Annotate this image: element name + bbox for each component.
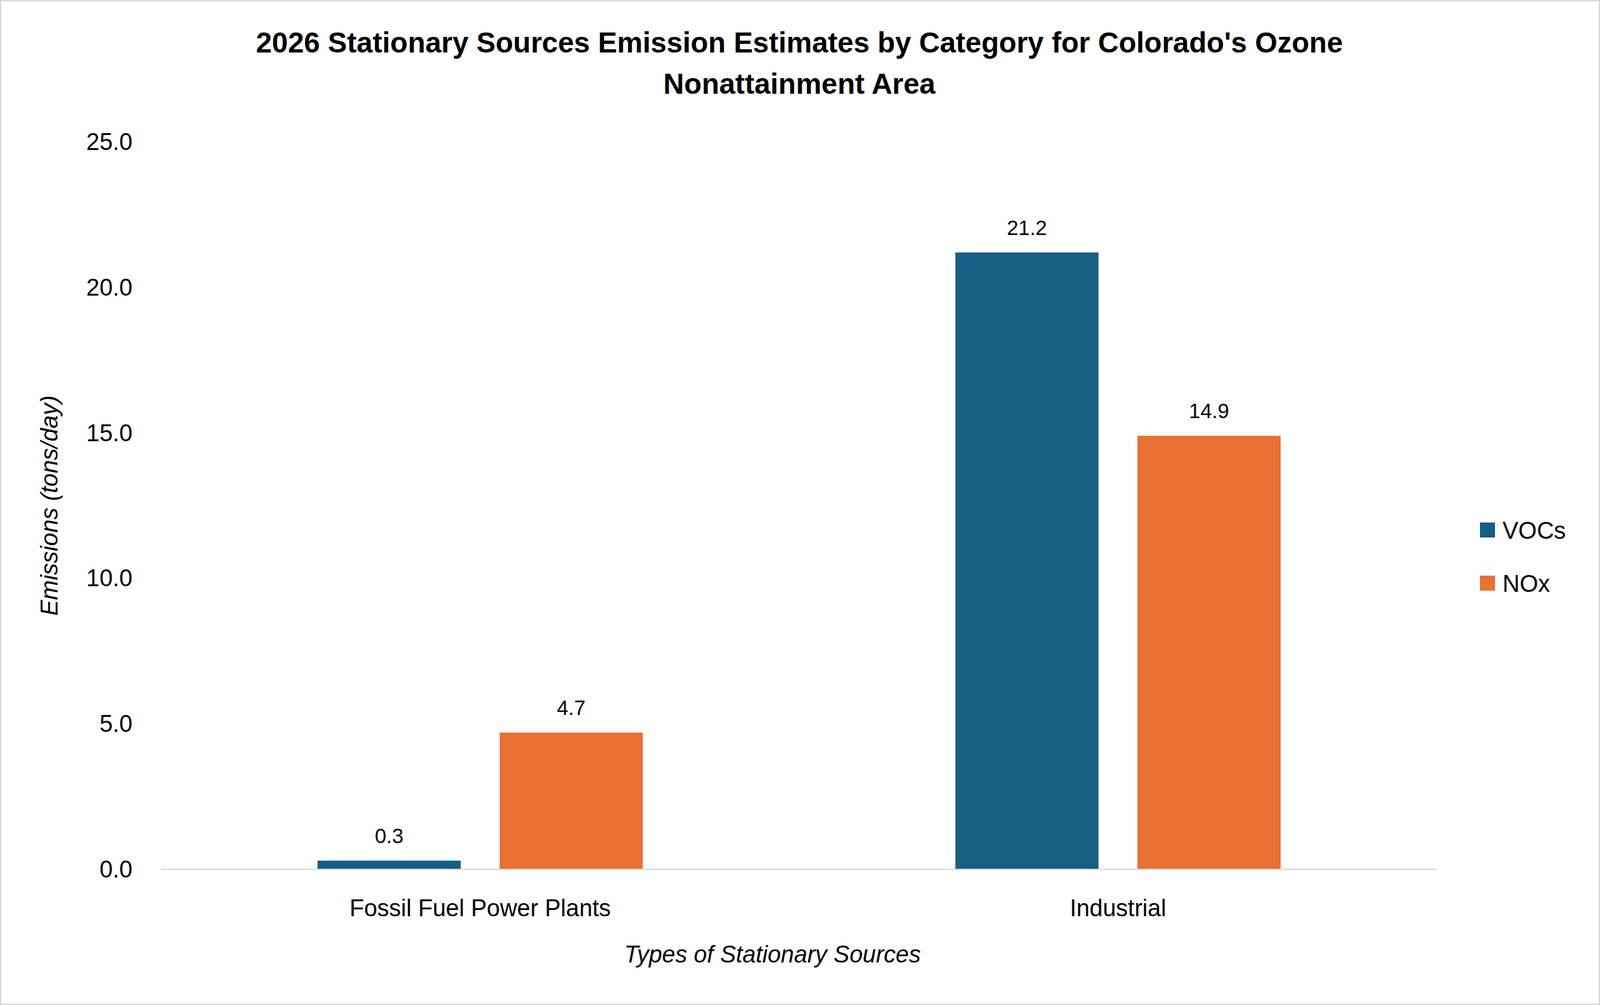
- title-line: 2026 Stationary Sources Emission Estimat…: [255, 26, 1343, 59]
- y-axis-title: Emissions (tons/day): [36, 395, 63, 617]
- title: 2026 Stationary Sources Emission Estimat…: [255, 26, 1343, 100]
- x-axis-title: Types of Stationary Sources: [624, 941, 922, 968]
- x-axis-line: [161, 868, 1437, 870]
- data-label: 4.7: [556, 696, 586, 720]
- x-tick-label: Fossil Fuel Power Plants: [349, 895, 611, 922]
- legend-swatch: [1480, 522, 1495, 538]
- chart: 2026 Stationary Sources Emission Estimat…: [0, 0, 1600, 1005]
- x-tick-label: Industrial: [1070, 895, 1167, 922]
- y-tick-label: 5.0: [99, 710, 133, 737]
- bar: [1137, 435, 1281, 870]
- title-line: Nonattainment Area: [663, 67, 936, 100]
- bar: [499, 732, 643, 870]
- legend-label: VOCs: [1502, 517, 1566, 544]
- bar: [955, 252, 1099, 870]
- y-tick-label: 25.0: [86, 128, 133, 155]
- bar: [317, 860, 461, 870]
- y-tick-label: 0.0: [99, 856, 133, 883]
- bars: [317, 252, 1281, 870]
- data-label: 21.2: [1006, 216, 1047, 240]
- data-label: 14.9: [1188, 399, 1229, 423]
- y-tick-label: 10.0: [86, 565, 133, 592]
- data-label: 0.3: [375, 824, 404, 848]
- y-tick-label: 15.0: [86, 420, 133, 447]
- frame: [0, 0, 1600, 1005]
- legend-label: NOx: [1502, 570, 1550, 597]
- y-tick-label: 20.0: [86, 274, 133, 301]
- legend-swatch: [1480, 575, 1495, 591]
